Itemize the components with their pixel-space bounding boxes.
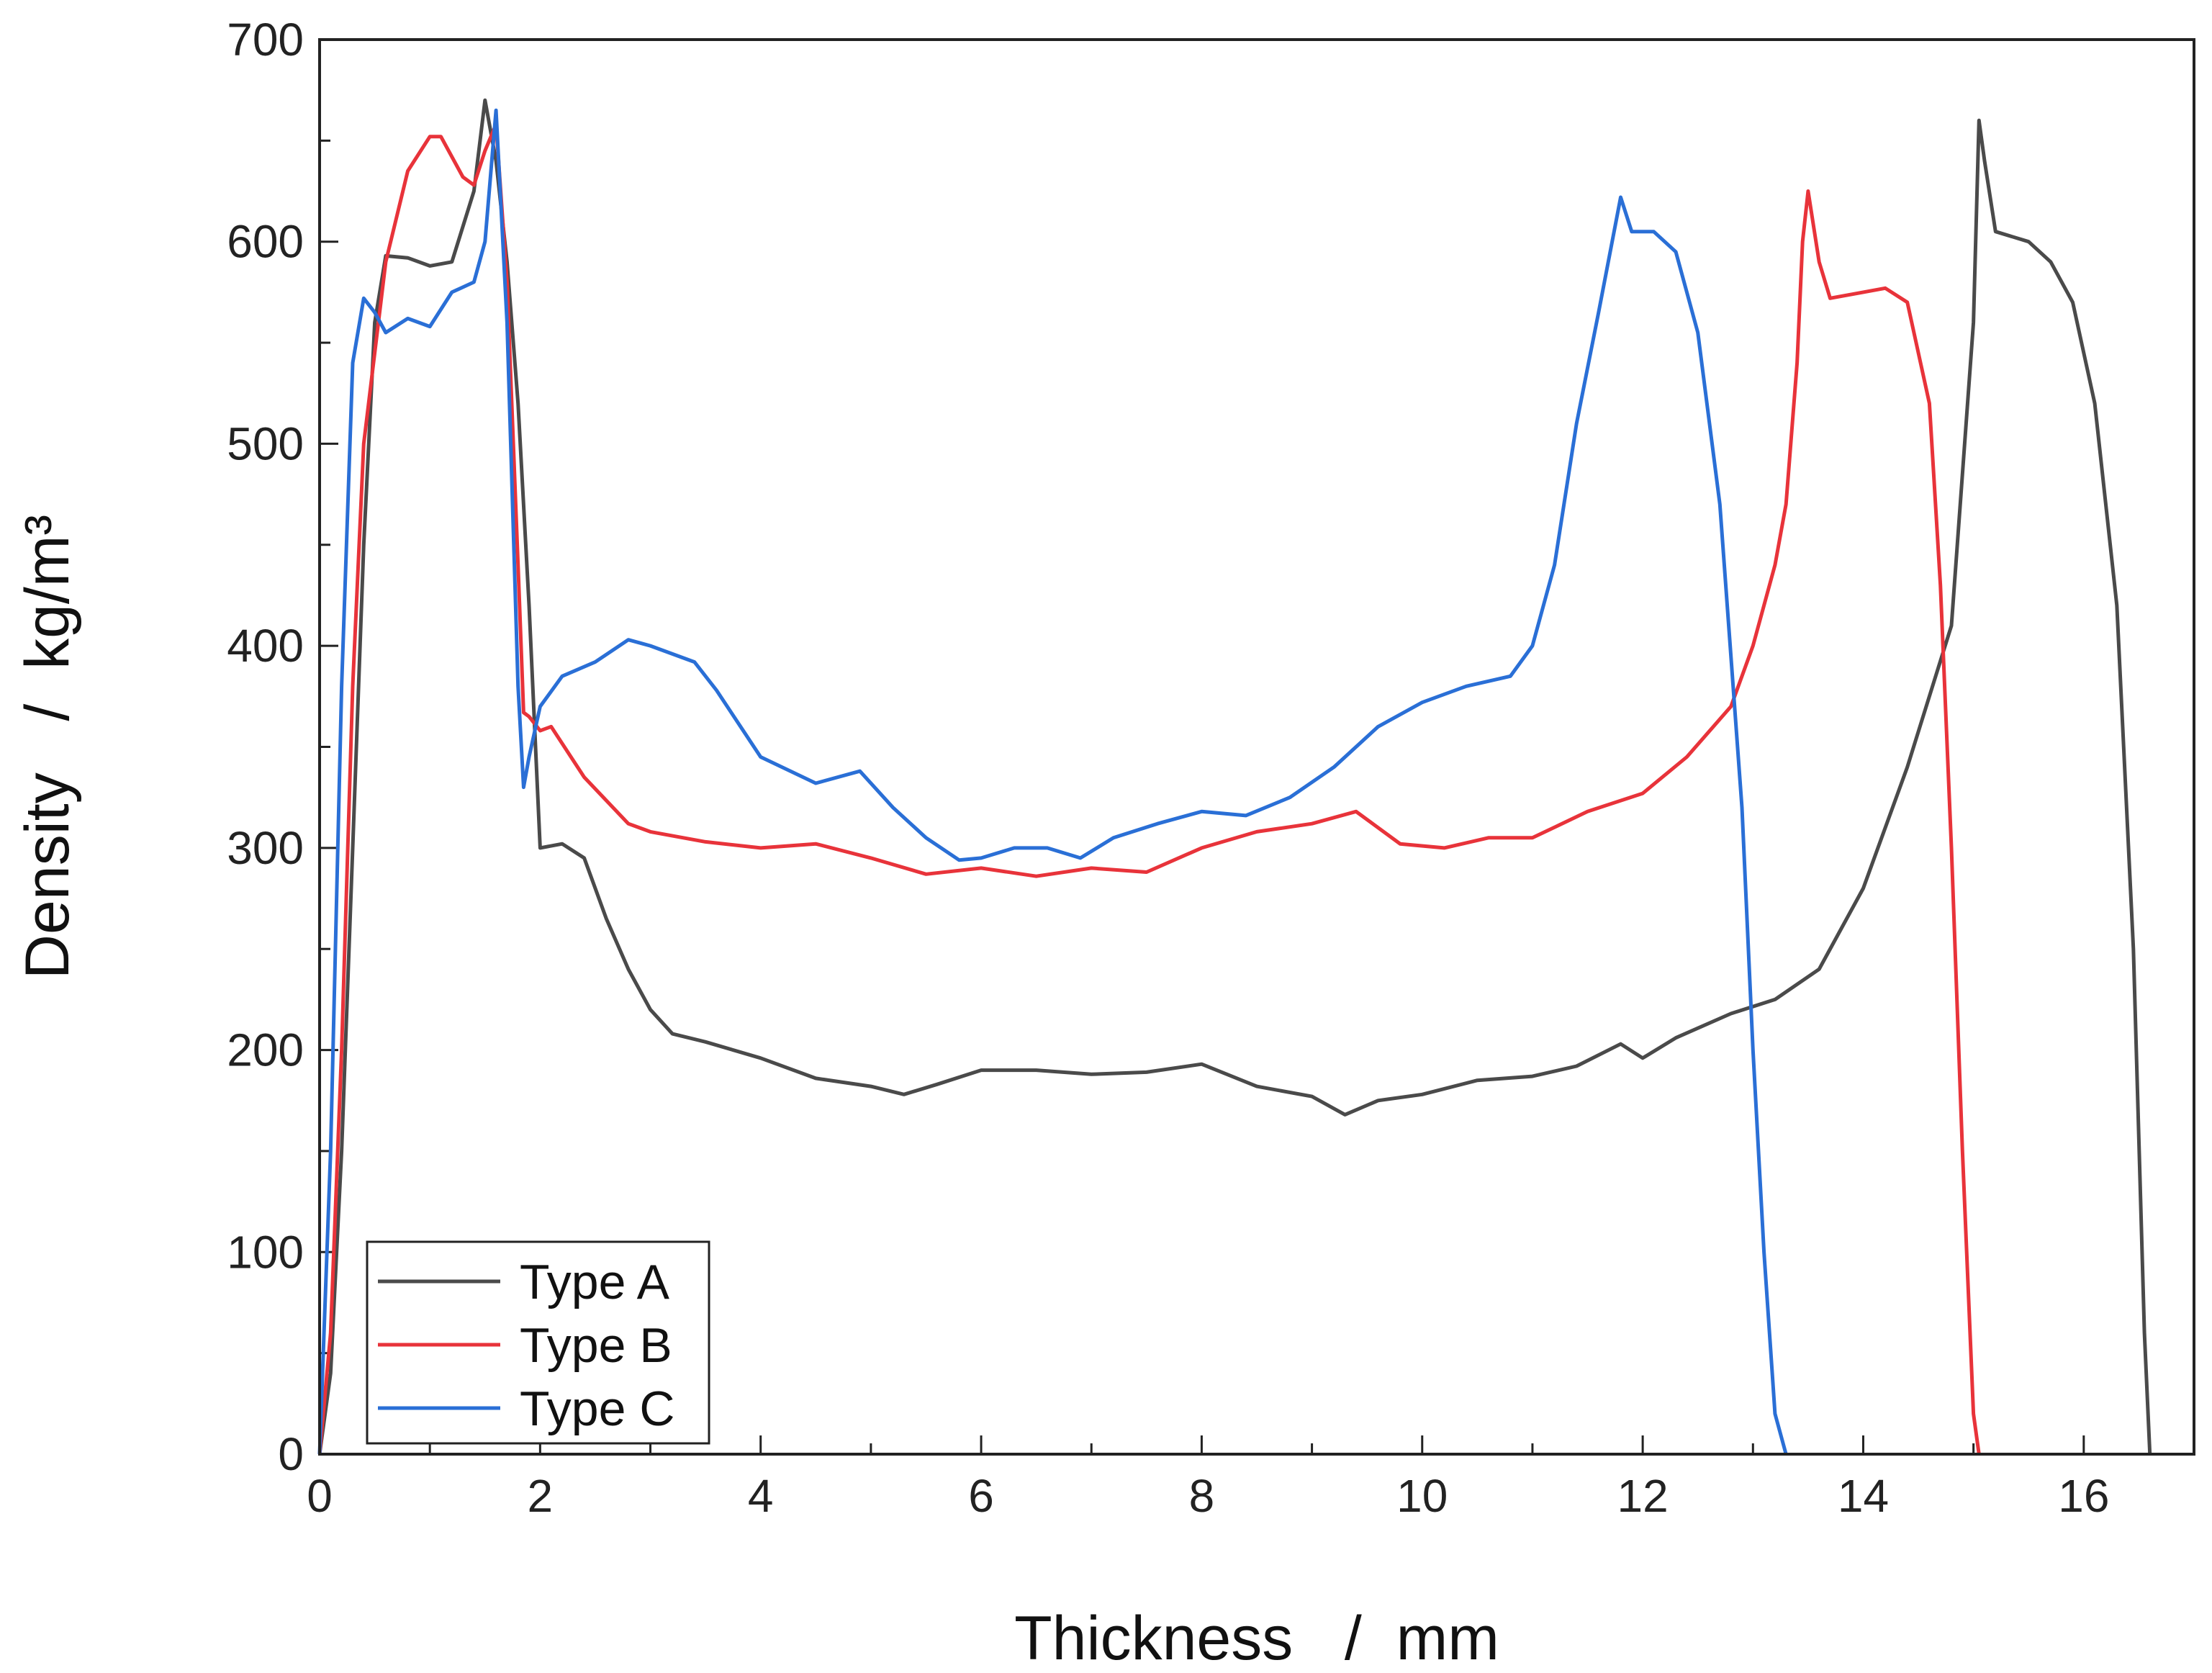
y-axis-title: Density / kg/m³ — [13, 515, 82, 979]
legend-label-type-a: Type A — [520, 1255, 670, 1309]
legend: Type A Type B Type C — [366, 1240, 710, 1445]
legend-label-type-b: Type B — [520, 1318, 672, 1373]
x-tick-label: 8 — [1189, 1470, 1215, 1522]
x-tick-label: 0 — [307, 1470, 333, 1522]
series-line-type-b — [317, 122, 1981, 1455]
y-tick-label: 100 — [227, 1226, 304, 1278]
y-tick-label: 0 — [278, 1428, 304, 1480]
y-tick-label: 400 — [227, 620, 304, 672]
series-line-type-c — [317, 108, 1788, 1455]
series-line-type-a — [317, 98, 2152, 1455]
x-tick-label: 6 — [968, 1470, 994, 1522]
x-tick-label: 4 — [748, 1470, 774, 1522]
x-axis-ticks: 0 2 4 6 8 10 12 14 16 — [307, 1435, 2195, 1522]
x-axis-title: Thickness / mm — [1014, 1604, 1499, 1673]
y-tick-label: 700 — [227, 14, 304, 66]
x-tick-label: 12 — [1617, 1470, 1669, 1522]
x-tick-label: 2 — [528, 1470, 554, 1522]
legend-label-type-c: Type C — [520, 1381, 674, 1436]
y-tick-label: 300 — [227, 822, 304, 874]
y-axis-ticks: 0 100 200 300 400 500 600 700 — [227, 14, 338, 1480]
y-tick-label: 600 — [227, 216, 304, 268]
x-tick-label: 16 — [2058, 1470, 2109, 1522]
y-tick-label: 500 — [227, 418, 304, 469]
x-tick-label: 14 — [1838, 1470, 1889, 1522]
x-tick-label: 10 — [1396, 1470, 1448, 1522]
plot-series — [317, 98, 2152, 1455]
y-tick-label: 200 — [227, 1024, 304, 1076]
plot-frame — [318, 38, 2195, 1456]
